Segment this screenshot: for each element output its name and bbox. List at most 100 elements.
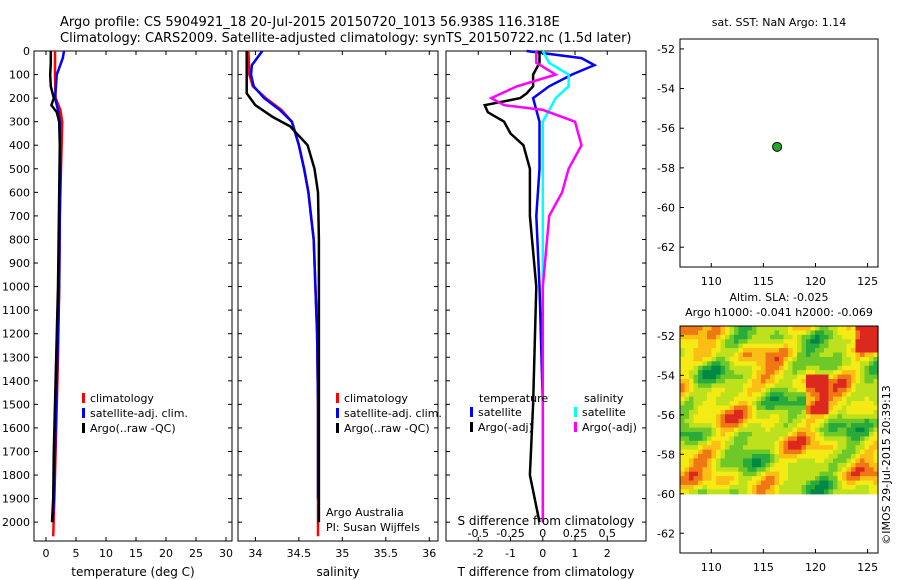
sla-cell [684, 383, 690, 389]
sla-cell [783, 326, 789, 332]
sla-cell [770, 330, 776, 336]
sla-cell [765, 476, 771, 482]
sla-cell [783, 462, 789, 468]
sla-cell [828, 387, 834, 393]
sla-cell [689, 401, 695, 407]
sla-cell [869, 414, 875, 420]
sla-cell [702, 414, 708, 420]
sla-cell [729, 427, 735, 433]
sla-cell [747, 405, 753, 411]
sla-cell [783, 361, 789, 367]
sla-cell [792, 383, 798, 389]
sla-cell [752, 440, 758, 446]
sla-cell [756, 326, 762, 332]
sla-cell [851, 361, 857, 367]
sla-cell [828, 471, 834, 477]
sla-cell [761, 352, 767, 358]
y-tick-label: 1200 [2, 328, 30, 341]
sla-cell [770, 405, 776, 411]
sla-cell [734, 454, 740, 460]
sla-cell [864, 484, 870, 490]
sla-cell [860, 449, 866, 455]
sla-cell [770, 418, 776, 424]
sla-cell [797, 361, 803, 367]
sla-cell [684, 484, 690, 490]
sla-cell [833, 343, 839, 349]
sla-cell [810, 396, 816, 402]
sla-cell [765, 467, 771, 473]
sla-cell [833, 330, 839, 336]
sla-cell [720, 374, 726, 380]
sla-cell [851, 414, 857, 420]
sla-cell [864, 405, 870, 411]
sla-cell [833, 480, 839, 486]
sla-cell [783, 414, 789, 420]
sla-cell [855, 409, 861, 415]
sla-cell [698, 449, 704, 455]
sla-cell [842, 330, 848, 336]
sla-cell [680, 458, 686, 464]
sla-cell [711, 348, 717, 354]
sla-cell [792, 462, 798, 468]
sla-cell [873, 480, 879, 486]
sla-cell [770, 440, 776, 446]
sla-cell [725, 330, 731, 336]
sla-cell [716, 352, 722, 358]
sla-cell [815, 467, 821, 473]
sla-cell [752, 445, 758, 451]
sla-cell [729, 436, 735, 442]
sla-cell [738, 378, 744, 384]
sla-cell [738, 370, 744, 376]
sla-cell [824, 396, 830, 402]
sla-cell [707, 326, 713, 332]
sla-cell [707, 454, 713, 460]
sla-cell [828, 334, 834, 340]
sla-cell [756, 423, 762, 429]
sla-cell [855, 445, 861, 451]
sla-cell [779, 361, 785, 367]
sla-cell [815, 445, 821, 451]
sla-cell [716, 339, 722, 345]
sla-cell [779, 436, 785, 442]
sla-cell [734, 458, 740, 464]
sla-cell [716, 476, 722, 482]
sla-cell [864, 454, 870, 460]
sla-cell [873, 484, 879, 490]
sla-cell [864, 462, 870, 468]
sla-cell [716, 445, 722, 451]
sla-cell [725, 423, 731, 429]
sla-cell [846, 436, 852, 442]
sla-cell [833, 471, 839, 477]
sla-cell [702, 440, 708, 446]
legend-label: Argo(..raw -QC) [344, 422, 430, 435]
sla-cell [828, 339, 834, 345]
sla-cell [833, 445, 839, 451]
sla-cell [819, 423, 825, 429]
sla-cell [738, 414, 744, 420]
sla-cell [855, 489, 861, 495]
sla-cell [702, 396, 708, 402]
sla-cell [743, 387, 749, 393]
sla-cell [734, 431, 740, 437]
sla-cell [864, 471, 870, 477]
sla-cell [779, 449, 785, 455]
sla-cell [833, 352, 839, 358]
sla-cell [842, 484, 848, 490]
sla-cell [842, 383, 848, 389]
sla-cell [819, 374, 825, 380]
sla-cell [725, 480, 731, 486]
x-tick-label: 10 [99, 547, 113, 560]
profile-title: Argo profile: CS 5904921_18 20-Jul-2015 … [60, 15, 560, 30]
sla-cell [693, 370, 699, 376]
sla-cell [783, 454, 789, 460]
sla-cell [833, 401, 839, 407]
sla-cell [824, 418, 830, 424]
sla-cell [869, 454, 875, 460]
sla-cell [788, 476, 794, 482]
sla-cell [864, 436, 870, 442]
sla-cell [860, 378, 866, 384]
sla-cell [716, 387, 722, 393]
sla-cell [680, 454, 686, 460]
sla-cell [801, 454, 807, 460]
sla-cell [689, 467, 695, 473]
